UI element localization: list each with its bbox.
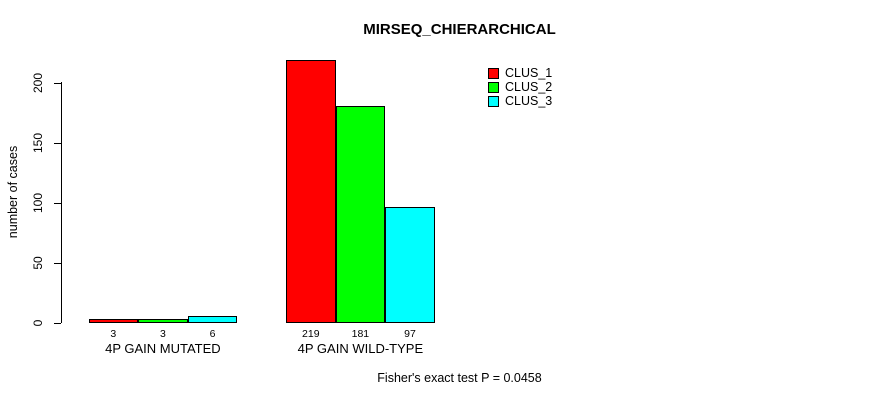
y-axis-tick — [54, 202, 61, 204]
legend-item-clus_2: CLUS_2 — [488, 80, 552, 94]
legend-color-swatch — [488, 81, 499, 93]
y-axis-tick-label: 100 — [31, 192, 45, 214]
x-category-label: 4P GAIN WILD-TYPE — [297, 340, 424, 356]
y-axis-tick — [54, 322, 61, 324]
legend-label: CLUS_2 — [505, 80, 553, 94]
bar-clus_2 — [138, 319, 188, 323]
legend-color-swatch — [488, 95, 499, 107]
y-axis-tick-label: 200 — [31, 72, 45, 94]
legend: CLUS_1 CLUS_2 CLUS_3 — [488, 66, 552, 108]
y-axis-label: number of cases — [6, 145, 20, 239]
legend-item-clus_1: CLUS_1 — [488, 66, 552, 80]
bar-value-label: 6 — [209, 327, 216, 340]
y-axis-tick — [54, 82, 61, 84]
y-axis-tick — [54, 262, 61, 264]
bar-value-label: 219 — [302, 327, 320, 340]
y-axis-tick-label: 0 — [31, 319, 45, 327]
bar-value-label: 3 — [159, 327, 166, 340]
y-axis-tick — [54, 142, 61, 144]
stat-test-annotation: Fisher's exact test P = 0.0458 — [377, 371, 542, 385]
y-axis-tick-label: 50 — [31, 256, 45, 270]
bar-value-label: 181 — [351, 327, 370, 340]
legend-label: CLUS_1 — [505, 66, 553, 80]
bar-clus_2 — [335, 105, 386, 323]
legend-label: CLUS_3 — [505, 94, 553, 108]
x-category-label: 4P GAIN MUTATED — [105, 340, 221, 356]
bar-clus_1 — [286, 60, 336, 323]
y-axis-tick-label: 150 — [31, 132, 45, 154]
legend-color-swatch — [488, 67, 499, 79]
bar-clus_1 — [88, 319, 139, 323]
bar-clus_3 — [187, 315, 238, 323]
y-axis-line — [61, 82, 62, 323]
bar-clus_3 — [385, 206, 435, 323]
chart-title: MIRSEQ_CHIERARCHICAL — [363, 21, 556, 38]
bar-value-label: 97 — [404, 327, 416, 340]
legend-item-clus_3: CLUS_3 — [488, 94, 552, 108]
bar-value-label: 3 — [110, 327, 117, 340]
